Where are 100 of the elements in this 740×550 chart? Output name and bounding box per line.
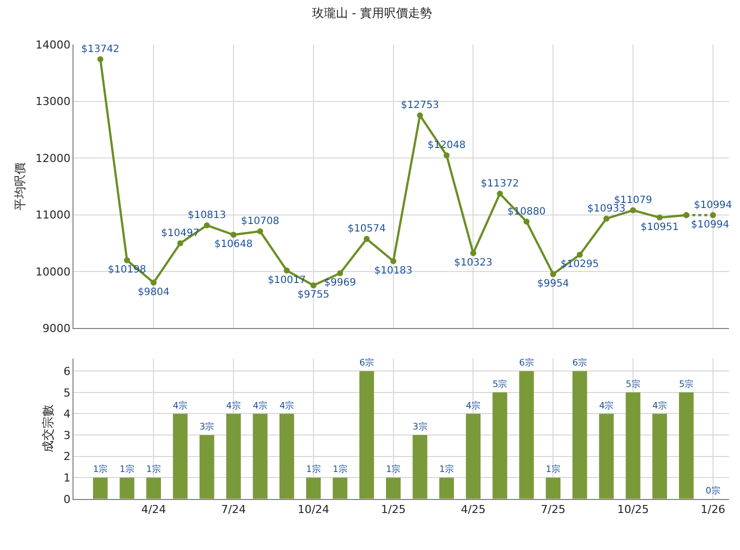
point [683, 212, 690, 218]
bar [652, 414, 667, 499]
data-label: $10017 [268, 274, 306, 286]
y-tick-label: 9000 [42, 322, 71, 336]
data-label: 3宗 [200, 422, 214, 433]
data-label: 6宗 [519, 358, 534, 369]
point [576, 252, 583, 258]
x-tick-label: 10/24 [298, 503, 330, 516]
data-label: $10951 [640, 222, 679, 233]
bar [439, 478, 454, 499]
data-label: $11372 [480, 178, 519, 190]
data-label: 4宗 [652, 400, 668, 412]
point [390, 258, 396, 264]
y-tick-label: 1 [64, 471, 71, 484]
data-label: $10708 [241, 216, 280, 228]
point [444, 152, 450, 158]
data-label: 6宗 [359, 358, 374, 369]
data-label: $12753 [400, 100, 440, 112]
point [524, 218, 530, 225]
bar [200, 435, 214, 499]
data-label: 4宗 [599, 400, 614, 412]
point [177, 240, 184, 246]
data-label: 1宗 [439, 464, 454, 476]
data-label: 1宗 [306, 464, 321, 476]
bar [626, 392, 640, 499]
bar [466, 414, 481, 499]
point [310, 282, 316, 288]
data-label: 1宗 [386, 464, 401, 476]
bar [599, 414, 614, 499]
data-label: 1宗 [146, 464, 161, 476]
point [124, 257, 130, 264]
bar [359, 371, 374, 499]
bar [252, 414, 268, 499]
data-label: 0宗 [706, 485, 720, 496]
data-label: 1宗 [546, 464, 560, 476]
point [710, 212, 716, 218]
bar [172, 414, 188, 499]
point [603, 216, 610, 222]
data-label: $10183 [374, 265, 412, 276]
y-tick-label: 5 [64, 386, 71, 400]
x-tick-label: 1/26 [700, 503, 726, 516]
y-tick-label: 14000 [36, 38, 71, 52]
x-tick-label: 7/25 [540, 503, 566, 516]
point [337, 270, 344, 276]
data-label: $10813 [188, 210, 226, 222]
chart-title: 玫瓏山 - 實用呎價走勢 [312, 6, 432, 20]
y-axis-title: 成交宗數 [40, 404, 55, 453]
data-label: $10933 [587, 203, 626, 214]
point [150, 280, 157, 286]
bar [492, 392, 508, 499]
y-tick-label: 13000 [36, 95, 71, 108]
point [550, 271, 556, 278]
bar [546, 478, 560, 499]
y-tick-label: 6 [64, 364, 71, 378]
bar [120, 478, 134, 499]
data-label: 1宗 [93, 464, 108, 476]
bar [279, 414, 294, 499]
data-label: 3宗 [412, 422, 428, 433]
y-tick-label: 4 [64, 408, 71, 421]
data-label: 1宗 [120, 464, 134, 476]
data-label: 5宗 [492, 378, 508, 390]
data-label: $10648 [214, 238, 253, 250]
data-label: $10994 [694, 200, 732, 211]
data-label: 4宗 [466, 400, 481, 412]
point [470, 250, 476, 256]
data-label: 6宗 [572, 358, 588, 369]
data-label: 5宗 [678, 378, 694, 390]
bar [146, 478, 161, 499]
point [656, 214, 663, 221]
x-tick-label: 10/25 [617, 503, 649, 516]
point [204, 222, 210, 228]
x-tick-label: 4/24 [141, 503, 166, 516]
point [630, 207, 636, 214]
bar [572, 371, 588, 499]
data-label: 5宗 [626, 378, 640, 390]
x-tick-label: 7/24 [221, 503, 246, 516]
point [496, 190, 503, 197]
bar [332, 478, 348, 499]
bar [678, 392, 694, 499]
y-tick-label: 10000 [36, 265, 71, 278]
data-label: $10994 [691, 219, 730, 230]
data-label: 4宗 [226, 400, 241, 412]
bar [226, 414, 241, 499]
data-label: $9954 [537, 278, 570, 290]
y-axis-title: 平均呎價 [12, 162, 27, 210]
data-label: $13742 [81, 44, 120, 55]
data-label: $9804 [138, 286, 170, 298]
x-tick-label: 4/25 [460, 503, 486, 516]
data-label: 1宗 [332, 464, 348, 476]
point [284, 268, 290, 274]
bar [519, 371, 534, 499]
point [416, 112, 423, 118]
point [230, 232, 237, 238]
data-label: $9969 [324, 278, 356, 288]
x-tick-label: 1/25 [380, 503, 406, 516]
y-tick-label: 0 [64, 492, 71, 506]
bar [412, 435, 428, 499]
bar [93, 478, 108, 499]
bar [386, 478, 401, 499]
y-tick-label: 2 [64, 450, 71, 464]
